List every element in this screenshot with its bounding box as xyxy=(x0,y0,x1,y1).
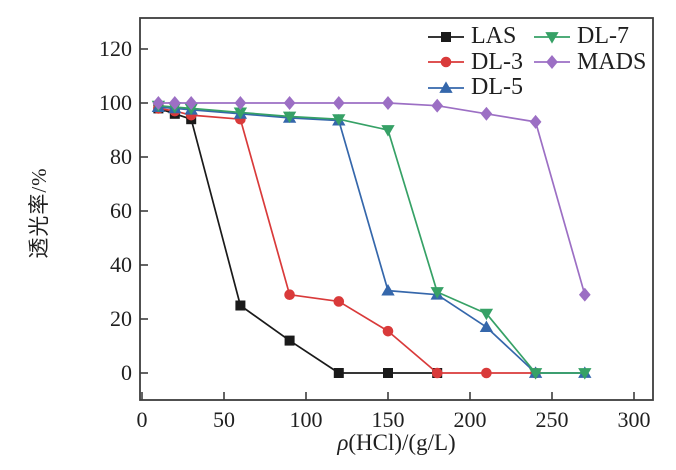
y-axis-title: 透光率/% xyxy=(27,167,51,259)
series-DL-7 xyxy=(151,100,592,380)
series-DL-3-line xyxy=(158,107,536,374)
series-DL-7-marker xyxy=(282,111,297,124)
legend-marker-MADS xyxy=(546,55,558,70)
x-tick-label: 50 xyxy=(213,407,235,432)
y-tick-label: 120 xyxy=(99,36,132,61)
x-tick-label: 150 xyxy=(372,407,405,432)
y-tick-label: 80 xyxy=(110,144,132,169)
series-LAS-marker xyxy=(333,368,344,378)
series-MADS-marker xyxy=(578,287,591,302)
triangle-down-marker-icon xyxy=(533,31,570,44)
series-DL-7-marker xyxy=(332,114,346,126)
square-marker-icon xyxy=(428,31,464,42)
series-DL-7-marker xyxy=(381,125,395,137)
series-DL-7-marker xyxy=(430,287,444,299)
legend-item-MADS: MADS xyxy=(533,48,647,76)
x-axis-title: ρ(HCl)/(g/L) xyxy=(140,430,653,456)
series-DL-5-marker xyxy=(479,320,494,332)
y-tick-label: 40 xyxy=(110,252,132,277)
x-tick-label: 250 xyxy=(536,407,569,432)
series-MADS-marker xyxy=(185,96,198,110)
series-MADS-line xyxy=(158,102,586,295)
series-MADS xyxy=(152,96,591,302)
legend-label-DL-3: DL-3 xyxy=(471,48,523,75)
x-tick-label: 300 xyxy=(618,407,651,432)
legend-marker-LAS xyxy=(441,31,451,42)
legend-label-DL-5: DL-5 xyxy=(471,74,523,101)
series-MADS-marker xyxy=(480,106,493,121)
series-MADS-marker xyxy=(168,96,181,110)
series-LAS-marker xyxy=(235,300,246,311)
y-tick-label: 60 xyxy=(110,198,132,223)
series-DL-3-marker xyxy=(284,289,295,301)
series-LAS-line xyxy=(158,107,438,374)
y-tick-label: 100 xyxy=(99,90,132,115)
series-DL-7-marker xyxy=(578,368,592,380)
series-MADS-marker xyxy=(529,114,542,129)
series-DL-3-marker xyxy=(333,296,345,307)
legend-marker-DL-5 xyxy=(439,81,453,93)
series-MADS-marker xyxy=(283,96,296,110)
legend-label-DL-7: DL-7 xyxy=(576,23,629,50)
legend-label-MADS: MADS xyxy=(576,48,647,75)
legend-label-LAS: LAS xyxy=(471,23,517,50)
series-DL-3 xyxy=(153,103,541,379)
chart-legend: LAS DL-3 DL-5 DL-7 MADS xyxy=(427,24,646,101)
series-MADS-marker xyxy=(431,98,444,113)
series-MADS-marker xyxy=(382,96,394,110)
legend-item-DL-5: DL-5 xyxy=(427,75,523,101)
circle-marker-icon xyxy=(428,56,464,68)
series-LAS-marker xyxy=(383,368,393,378)
series-DL-3-marker xyxy=(431,367,443,379)
x-axis-title-rest: (HCl)/(g/L) xyxy=(348,430,456,455)
diamond-marker-icon xyxy=(533,55,570,70)
x-tick-label: 0 xyxy=(137,407,148,432)
series-DL-5 xyxy=(151,100,592,378)
legend-column-1: LAS DL-3 DL-5 xyxy=(427,24,523,101)
plot-frame xyxy=(139,17,654,401)
series-MADS-marker xyxy=(234,96,247,110)
x-axis-title-rho: ρ xyxy=(337,430,349,455)
x-tick-label: 200 xyxy=(454,407,487,432)
legend-item-LAS: LAS xyxy=(427,24,523,50)
series-DL-7-marker xyxy=(479,308,494,321)
legend-item-DL-7: DL-7 xyxy=(533,24,646,50)
series-DL-3-marker xyxy=(382,325,394,337)
series-LAS-marker xyxy=(284,335,295,346)
series-DL-3-marker xyxy=(481,367,492,379)
x-tick-label: 100 xyxy=(290,407,323,432)
y-tick-label: 0 xyxy=(121,360,132,385)
legend-item-DL-3: DL-3 xyxy=(427,48,523,76)
series-MADS-marker xyxy=(332,96,345,110)
triangle-up-marker-icon xyxy=(428,81,464,93)
series-DL-7-marker xyxy=(528,368,543,380)
legend-marker-DL-7 xyxy=(545,31,559,44)
legend-marker-DL-3 xyxy=(440,56,452,68)
series-LAS xyxy=(153,103,443,378)
series-MADS-marker xyxy=(152,96,165,110)
y-tick-label: 20 xyxy=(110,306,132,331)
series-DL-5-marker xyxy=(381,284,395,296)
legend-column-2: DL-7 MADS xyxy=(533,24,646,101)
